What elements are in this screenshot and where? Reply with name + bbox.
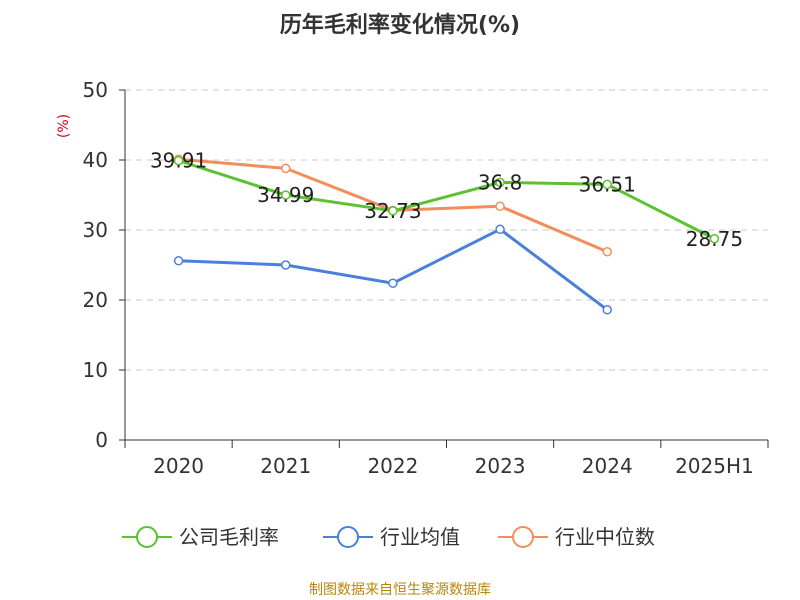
legend-item: 公司毛利率: [122, 525, 279, 549]
legend-swatch-marker: [136, 526, 158, 548]
legend-item: 行业中位数: [498, 525, 655, 549]
legend-item: 行业均值: [323, 525, 460, 549]
data-point: [173, 256, 184, 266]
data-point: [602, 179, 612, 190]
legend-label: 公司毛利率: [179, 525, 279, 549]
data-label: 32.73: [364, 199, 421, 223]
data-point: [173, 155, 184, 166]
y-tick-label: 40: [83, 148, 108, 172]
data-label: 36.8: [478, 170, 523, 194]
data-point: [495, 177, 505, 188]
y-tick-label: 0: [95, 428, 108, 452]
data-label: 39.91: [150, 149, 207, 173]
data-point: [281, 163, 291, 174]
data-point: [388, 278, 398, 288]
x-tick-label: 2020: [153, 454, 204, 478]
data-label: 28.75: [686, 227, 743, 251]
y-tick-label: 50: [83, 78, 108, 102]
x-tick-label: 2022: [367, 454, 418, 478]
x-tick-label: 2021: [260, 454, 311, 478]
data-point: [388, 206, 398, 216]
data-label: 36.51: [579, 172, 636, 196]
x-tick-label: 2023: [475, 454, 526, 478]
data-label: 34.99: [257, 183, 314, 207]
legend-swatch-marker: [337, 526, 359, 548]
data-point: [602, 305, 612, 315]
data-point: [602, 246, 612, 257]
series-line: [178, 227, 609, 311]
x-tick-label: 2025H1: [675, 454, 754, 478]
legend-label: 行业中位数: [555, 525, 655, 549]
legend-swatch-marker: [512, 526, 534, 548]
chart-title: 历年毛利率变化情况(%): [280, 12, 520, 38]
data-point: [495, 224, 505, 235]
y-axis-label: (%): [56, 114, 72, 138]
y-tick-label: 10: [83, 358, 108, 382]
series-line: [178, 159, 716, 241]
data-point: [495, 201, 505, 211]
y-tick-label: 30: [83, 218, 108, 242]
data-point: [281, 190, 291, 200]
source-note: 制图数据来自恒生聚源数据库: [309, 582, 491, 598]
y-tick-label: 20: [83, 288, 108, 312]
legend-label: 行业均值: [380, 525, 460, 549]
data-point: [709, 234, 720, 244]
data-point: [281, 260, 291, 270]
x-tick-label: 2024: [582, 454, 633, 478]
